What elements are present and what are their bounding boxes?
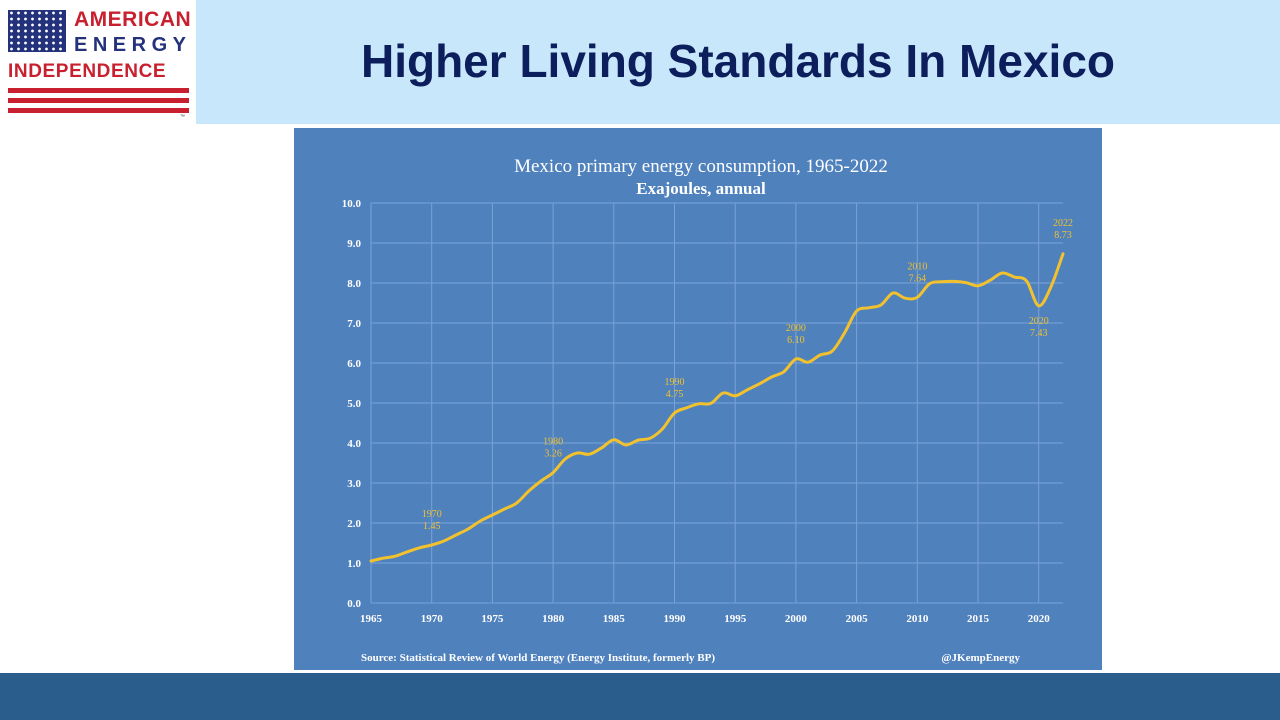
- x-tick-label: 1965: [360, 613, 383, 625]
- slide-header: Higher Living Standards In Mexico: [196, 0, 1280, 124]
- chart-credit: @JKempEnergy: [941, 652, 1020, 664]
- x-tick-label: 1975: [481, 613, 504, 625]
- logo-stripe: [8, 98, 189, 103]
- y-tick-label: 0.0: [347, 598, 361, 610]
- annotation-value: 7.43: [1030, 328, 1048, 339]
- y-tick-label: 1.0: [347, 558, 361, 570]
- annotation-year: 1980: [543, 437, 563, 448]
- annotation-value: 7.64: [909, 273, 927, 284]
- chart-source: Source: Statistical Review of World Ener…: [361, 652, 715, 664]
- chart-subtitle: Exajoules, annual: [636, 179, 766, 198]
- chart-title: Mexico primary energy consumption, 1965-…: [514, 156, 888, 177]
- grid-lines: [370, 202, 1063, 604]
- x-tick-label: 2010: [906, 613, 929, 625]
- x-tick-label: 2020: [1028, 613, 1051, 625]
- x-tick-label: 2005: [846, 613, 869, 625]
- y-tick-label: 5.0: [347, 398, 361, 410]
- logo-stripe: [8, 108, 189, 113]
- y-tick-label: 3.0: [347, 478, 361, 490]
- line-chart: Mexico primary energy consumption, 1965-…: [342, 156, 1073, 664]
- annotation-value: 3.26: [544, 449, 562, 460]
- annotation-value: 1.45: [423, 521, 441, 532]
- trademark-mark: ™: [180, 114, 185, 120]
- x-tick-label: 1970: [421, 613, 444, 625]
- chart-panel: Mexico primary energy consumption, 1965-…: [294, 128, 1102, 670]
- annotation-year: 2000: [786, 323, 806, 334]
- y-tick-label: 7.0: [347, 318, 361, 330]
- annotation-year: 2010: [907, 261, 927, 272]
- series-line-layer: [369, 252, 1065, 563]
- y-tick-label: 6.0: [347, 358, 361, 370]
- logo-line-american: AMERICAN: [74, 8, 192, 31]
- x-tick-label: 2000: [785, 613, 808, 625]
- annotation-year: 2022: [1053, 218, 1073, 229]
- annotation-value: 4.75: [666, 389, 684, 400]
- logo-stripe: [8, 88, 189, 93]
- y-tick-label: 9.0: [347, 238, 361, 250]
- axis-ticks: 0.0 1.0 2.0 3.0 4.0 5.0 6.0 7.0 8.0 9.0 10.0 1965 19…: [342, 198, 1050, 625]
- y-tick-label: 2.0: [347, 518, 361, 530]
- annotation-value: 6.10: [787, 335, 805, 346]
- logo-line-energy: ENERGY: [74, 34, 192, 56]
- y-tick-label: 10.0: [342, 198, 362, 210]
- x-tick-label: 1995: [724, 613, 747, 625]
- energy-consumption-line: [369, 252, 1065, 563]
- x-tick-label: 1990: [664, 613, 687, 625]
- annotation-year: 2020: [1029, 316, 1049, 327]
- annotation-year: 1970: [422, 509, 442, 520]
- y-tick-label: 8.0: [347, 278, 361, 290]
- y-tick-label: 4.0: [347, 438, 361, 450]
- american-energy-independence-logo: AMERICAN ENERGY INDEPENDENCE ™: [0, 0, 196, 124]
- annotation-value: 8.73: [1054, 230, 1072, 241]
- footer-bar: [0, 673, 1280, 720]
- logo-line-independence: INDEPENDENCE: [8, 61, 167, 82]
- x-tick-label: 1980: [542, 613, 565, 625]
- annotation-year: 1990: [665, 377, 685, 388]
- x-tick-label: 1985: [603, 613, 626, 625]
- slide-title: Higher Living Standards In Mexico: [360, 35, 1115, 87]
- x-tick-label: 2015: [967, 613, 990, 625]
- flag-stars-icon: [8, 10, 66, 52]
